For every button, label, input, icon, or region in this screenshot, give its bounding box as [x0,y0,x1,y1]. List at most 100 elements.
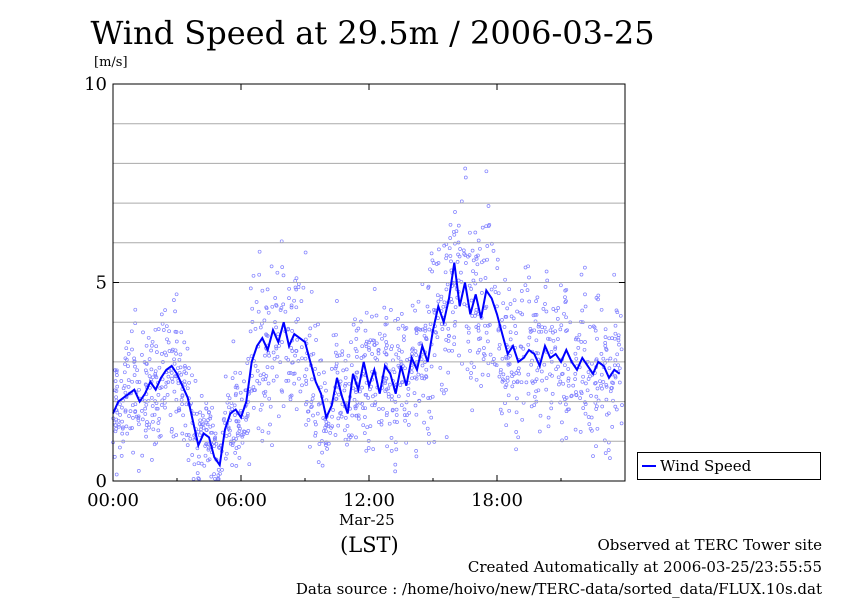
scatter-point [573,372,578,376]
scatter-point [380,336,384,341]
scatter-point [128,409,133,413]
scatter-point [505,306,510,311]
scatter-point [550,392,555,396]
scatter-point [191,477,196,481]
scatter-point [475,350,480,355]
scatter-point [381,406,385,411]
scatter-point [367,340,371,345]
scatter-point [293,353,297,358]
scatter-point [190,453,195,457]
scatter-point [159,312,164,317]
scatter-point [603,344,608,348]
scatter-point [123,409,128,414]
scatter-point [324,429,328,434]
scatter-point [260,288,265,293]
scatter-point [201,422,206,426]
scatter-point [287,371,291,375]
scatter-point [539,329,544,334]
scatter-point [613,375,618,380]
scatter-point [343,437,348,442]
scatter-point [230,463,234,467]
scatter-point [237,429,242,433]
scatter-point [379,422,384,427]
scatter-point [463,166,468,171]
scatter-point [382,350,387,355]
scatter-point [335,370,340,375]
scatter-point [338,379,343,384]
scatter-point [478,277,483,282]
scatter-point [484,224,489,229]
scatter-point [410,303,415,308]
scatter-point [473,314,477,318]
scatter-point [364,393,369,397]
scatter-point [373,356,378,360]
scatter-point [114,427,118,431]
scatter-point [295,337,300,342]
scatter-point [119,454,124,458]
scatter-point [255,379,260,383]
scatter-point [180,431,185,436]
scatter-point [320,450,324,455]
scatter-point [297,376,301,381]
scatter-point [232,403,237,408]
scatter-point [429,364,434,369]
data-source-info: Data source : /home/hoivo/new/TERC-data/… [295,580,822,598]
scatter-point [260,429,265,434]
scatter-point [474,271,478,276]
scatter-point [329,425,333,430]
scatter-point [548,328,553,333]
scatter-point [578,396,582,400]
scatter-point [410,352,414,356]
scatter-point [400,323,405,328]
scatter-point [248,286,253,291]
scatter-point [508,354,512,358]
scatter-point [524,380,529,385]
scatter-point [452,232,457,237]
scatter-point [374,313,379,318]
scatter-point [230,376,235,380]
scatter-point [174,409,179,414]
scatter-point [118,413,122,417]
scatter-point [506,393,511,398]
scatter-point [317,442,322,446]
scatter-point [300,356,304,361]
scatter-point [464,261,468,265]
scatter-point [614,308,619,313]
scatter-point [532,328,537,333]
scatter-point [128,426,133,431]
scatter-point [429,251,434,256]
scatter-point [271,378,276,383]
scatter-point [120,419,124,424]
scatter-point [368,387,372,392]
scatter-point [251,273,256,278]
scatter-point [515,309,519,314]
scatter-point [121,425,125,430]
scatter-point [271,350,276,355]
scatter-point [294,407,299,412]
scatter-point [258,325,263,330]
scatter-point [140,453,145,458]
scatter-point [331,333,336,338]
scatter-point [595,426,600,431]
scatter-point [556,375,561,380]
scatter-point [511,372,516,377]
scatter-point [425,304,430,309]
scatter-point [384,376,388,381]
scatter-point [174,398,179,402]
scatter-point [389,449,394,453]
scatter-point [343,381,348,386]
scatter-point [476,325,481,330]
scatter-point [482,346,486,350]
scatter-point [427,409,432,414]
scatter-point [613,358,618,363]
scatter-point [362,431,367,435]
scatter-point [304,402,308,407]
scatter-point [435,293,440,298]
scatter-point [183,364,187,368]
scatter-point [602,438,607,443]
scatter-point [427,432,431,436]
scatter-point [407,410,412,415]
scatter-point [593,381,597,386]
scatter-point [599,383,603,388]
scatter-point [595,386,600,391]
